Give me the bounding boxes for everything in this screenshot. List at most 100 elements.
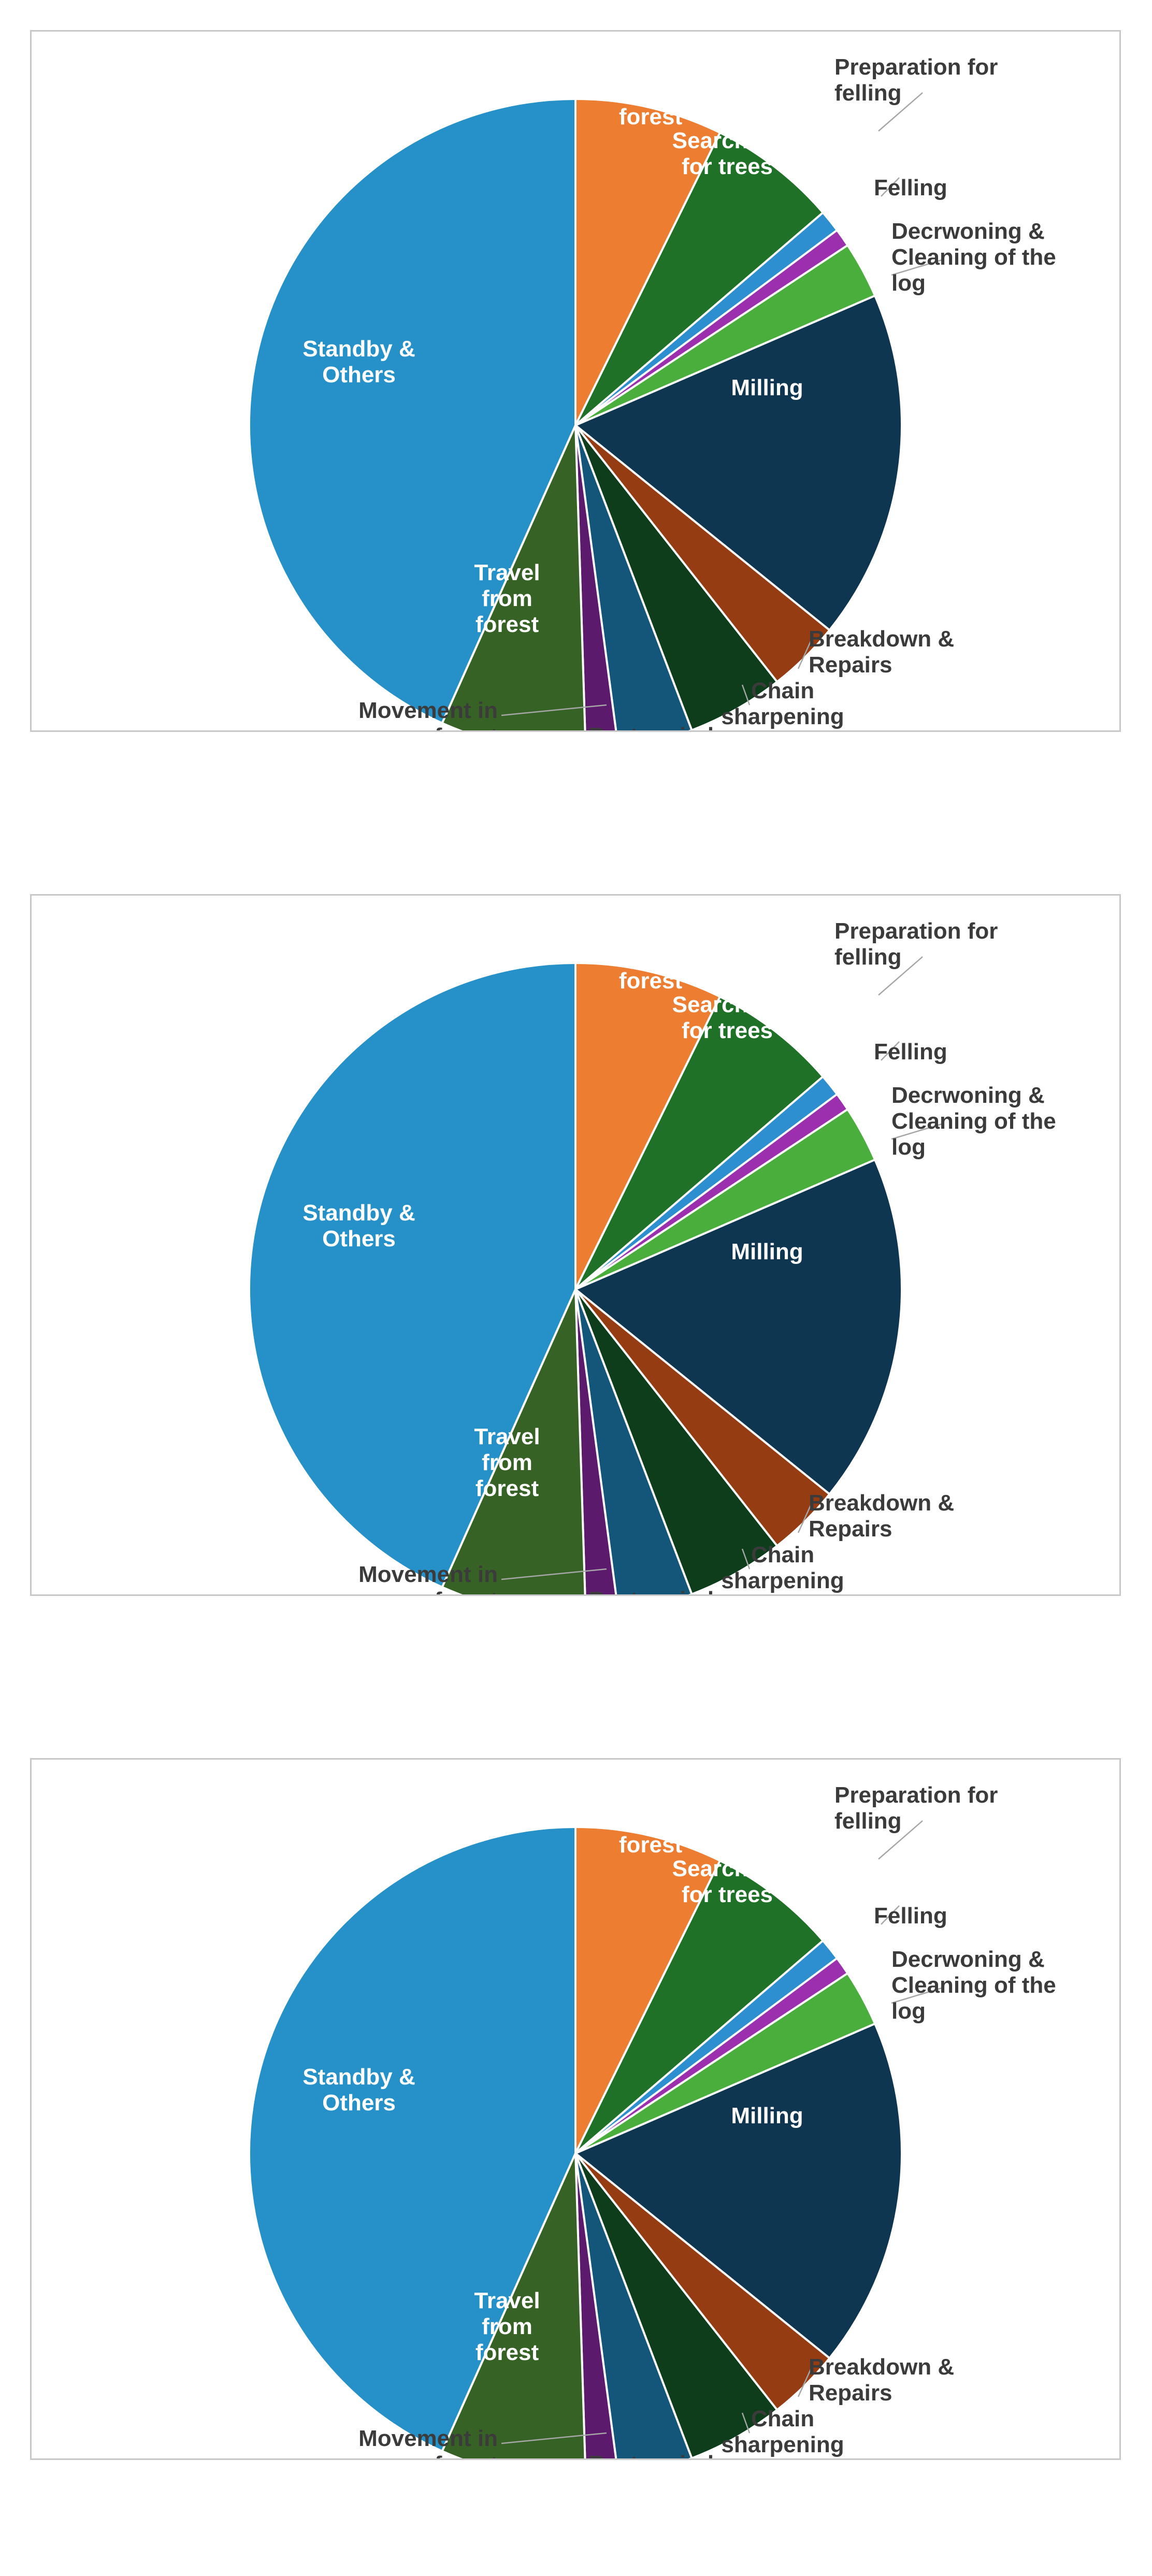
- slice-label-line: Searching: [672, 992, 783, 1017]
- pie-slice-milling: [574, 294, 903, 631]
- slice-label-line: Cleaning of the: [891, 244, 1056, 270]
- pie-slice-movement-in-forest: [574, 424, 617, 730]
- slice-label: Searching for trees: [672, 1856, 783, 1907]
- pie-slice-rest-period: [574, 1288, 693, 1594]
- pie-chart-panel-1: Travel to forest Searching for trees Prepara…: [30, 30, 1121, 732]
- pie-slice-standby-others: [248, 1826, 577, 2452]
- slice-label: Breakdown & Repairs: [809, 2354, 954, 2406]
- slice-label-line: Milling: [731, 1239, 803, 1264]
- slice-label-line: Movement in: [358, 2426, 498, 2451]
- leader-line: [797, 1504, 812, 1533]
- pie-slices: [248, 1826, 903, 2458]
- slice-label-line: Movement in: [358, 1562, 498, 1587]
- slice-label-line: forest: [435, 1588, 498, 1594]
- slice-label: Standby & Others: [303, 336, 415, 387]
- pie-slice-travel-to-forest: [574, 98, 721, 426]
- slice-label-line: forest: [435, 724, 498, 730]
- slice-label-line: sharpening: [721, 1568, 844, 1593]
- slice-label-line: from: [482, 586, 532, 611]
- slice-label-line: Milling: [731, 2103, 803, 2128]
- slice-label-line: Repairs: [809, 2380, 892, 2406]
- slice-label-line: Standby &: [303, 336, 415, 362]
- slice-label: Travel to forest: [604, 1806, 698, 1858]
- slice-label-line: felling: [834, 1808, 902, 1834]
- slice-label-line: sharpening: [721, 2432, 844, 2457]
- slice-label-line: forest: [476, 2340, 539, 2365]
- slice-label-line: Preparation for: [834, 918, 998, 944]
- pie-slice-searching-for-trees: [574, 996, 824, 1290]
- slice-label: Preparation for felling: [834, 54, 998, 106]
- slice-label: Searching for trees: [672, 128, 783, 179]
- slice-label-line: Others: [322, 2090, 396, 2116]
- slice-label: Travel to forest: [604, 942, 698, 994]
- slice-label-line: Travel to: [604, 1806, 698, 1832]
- slice-label: Milling: [731, 375, 803, 400]
- slice-label: Standby & Others: [303, 1200, 415, 1251]
- slice-label-line: Movement in: [358, 698, 498, 723]
- slice-label-line: Decrwoning &: [891, 1083, 1045, 1108]
- slice-label: Preparation for felling: [834, 918, 998, 970]
- leader-line: [881, 1905, 900, 1925]
- slice-label-line: for trees: [682, 1018, 773, 1043]
- slice-label: Standby & Others: [303, 2064, 415, 2116]
- slice-label-line: felling: [834, 80, 902, 106]
- slice-label: Movement inforest: [358, 698, 498, 730]
- slice-label-line: Standby &: [303, 2064, 415, 2090]
- slice-label-line: Others: [322, 362, 396, 387]
- slice-label-line: forest: [619, 104, 683, 129]
- leader-line: [741, 684, 751, 706]
- slice-label-line: for trees: [682, 1882, 773, 1907]
- slice-label-line: Repairs: [809, 1516, 892, 1542]
- slice-label-line: log: [891, 270, 926, 296]
- slice-label-line: Searching: [672, 1856, 783, 1881]
- slice-label-line: forest: [476, 612, 539, 637]
- slice-label: Milling: [731, 1239, 803, 1264]
- slice-label-line: Chain: [751, 678, 814, 703]
- slice-label: Movement inforest: [358, 2426, 498, 2458]
- slice-label-line: Cleaning of the: [891, 1973, 1056, 1998]
- slice-label-line: Decrwoning &: [891, 219, 1045, 244]
- slice-label: Rest period: [588, 1587, 714, 1594]
- pie-slice-rest-period: [574, 424, 693, 730]
- slice-label-line: forest: [619, 968, 683, 994]
- slice-label-line: Repairs: [809, 652, 892, 678]
- slice-label: Chain sharpening: [721, 2406, 844, 2457]
- slice-label-line: forest: [619, 1832, 683, 1858]
- pie-slice-travel-from-forest: [441, 1288, 586, 1594]
- slice-label-line: Breakdown &: [809, 2354, 954, 2380]
- pie-slice-chain-sharpening: [574, 1288, 779, 1594]
- pie-slice-searching-for-trees: [574, 1860, 824, 2154]
- slice-label-line: Rest period: [588, 2451, 714, 2458]
- leader-line: [741, 2412, 751, 2434]
- slice-label-line: Decrwoning &: [891, 1947, 1045, 1972]
- pie-slice-searching-for-trees: [574, 132, 824, 426]
- pie-chart-panel-2: Travel to forest Searching for trees Prepara…: [30, 894, 1121, 1596]
- leader-line: [878, 956, 923, 996]
- leader-line: [891, 258, 944, 276]
- slice-label-line: forest: [476, 1476, 539, 1501]
- pie-slice-travel-to-forest: [574, 962, 721, 1290]
- slice-label: Travel from forest: [474, 560, 540, 637]
- slice-label-line: Travel: [474, 560, 540, 585]
- slice-label-line: Rest period: [588, 1587, 714, 1594]
- slice-label-line: Travel to: [604, 942, 698, 968]
- leader-line: [878, 1820, 923, 1860]
- slice-label: Chain sharpening: [721, 1542, 844, 1593]
- slice-label-line: log: [891, 1134, 926, 1160]
- slice-label: Milling: [731, 2103, 803, 2128]
- slice-label-line: Searching: [672, 128, 783, 153]
- slice-label-line: forest: [435, 2452, 498, 2458]
- slice-label-line: Rest period: [588, 723, 714, 730]
- pie-slices: [248, 962, 903, 1594]
- slice-label: Breakdown & Repairs: [809, 1490, 954, 1542]
- slice-label-line: Cleaning of the: [891, 1109, 1056, 1134]
- leader-line: [501, 2432, 607, 2444]
- pie-slice-milling: [574, 1158, 903, 1495]
- slice-label-line: Felling: [874, 1039, 947, 1064]
- leader-line: [501, 1568, 607, 1580]
